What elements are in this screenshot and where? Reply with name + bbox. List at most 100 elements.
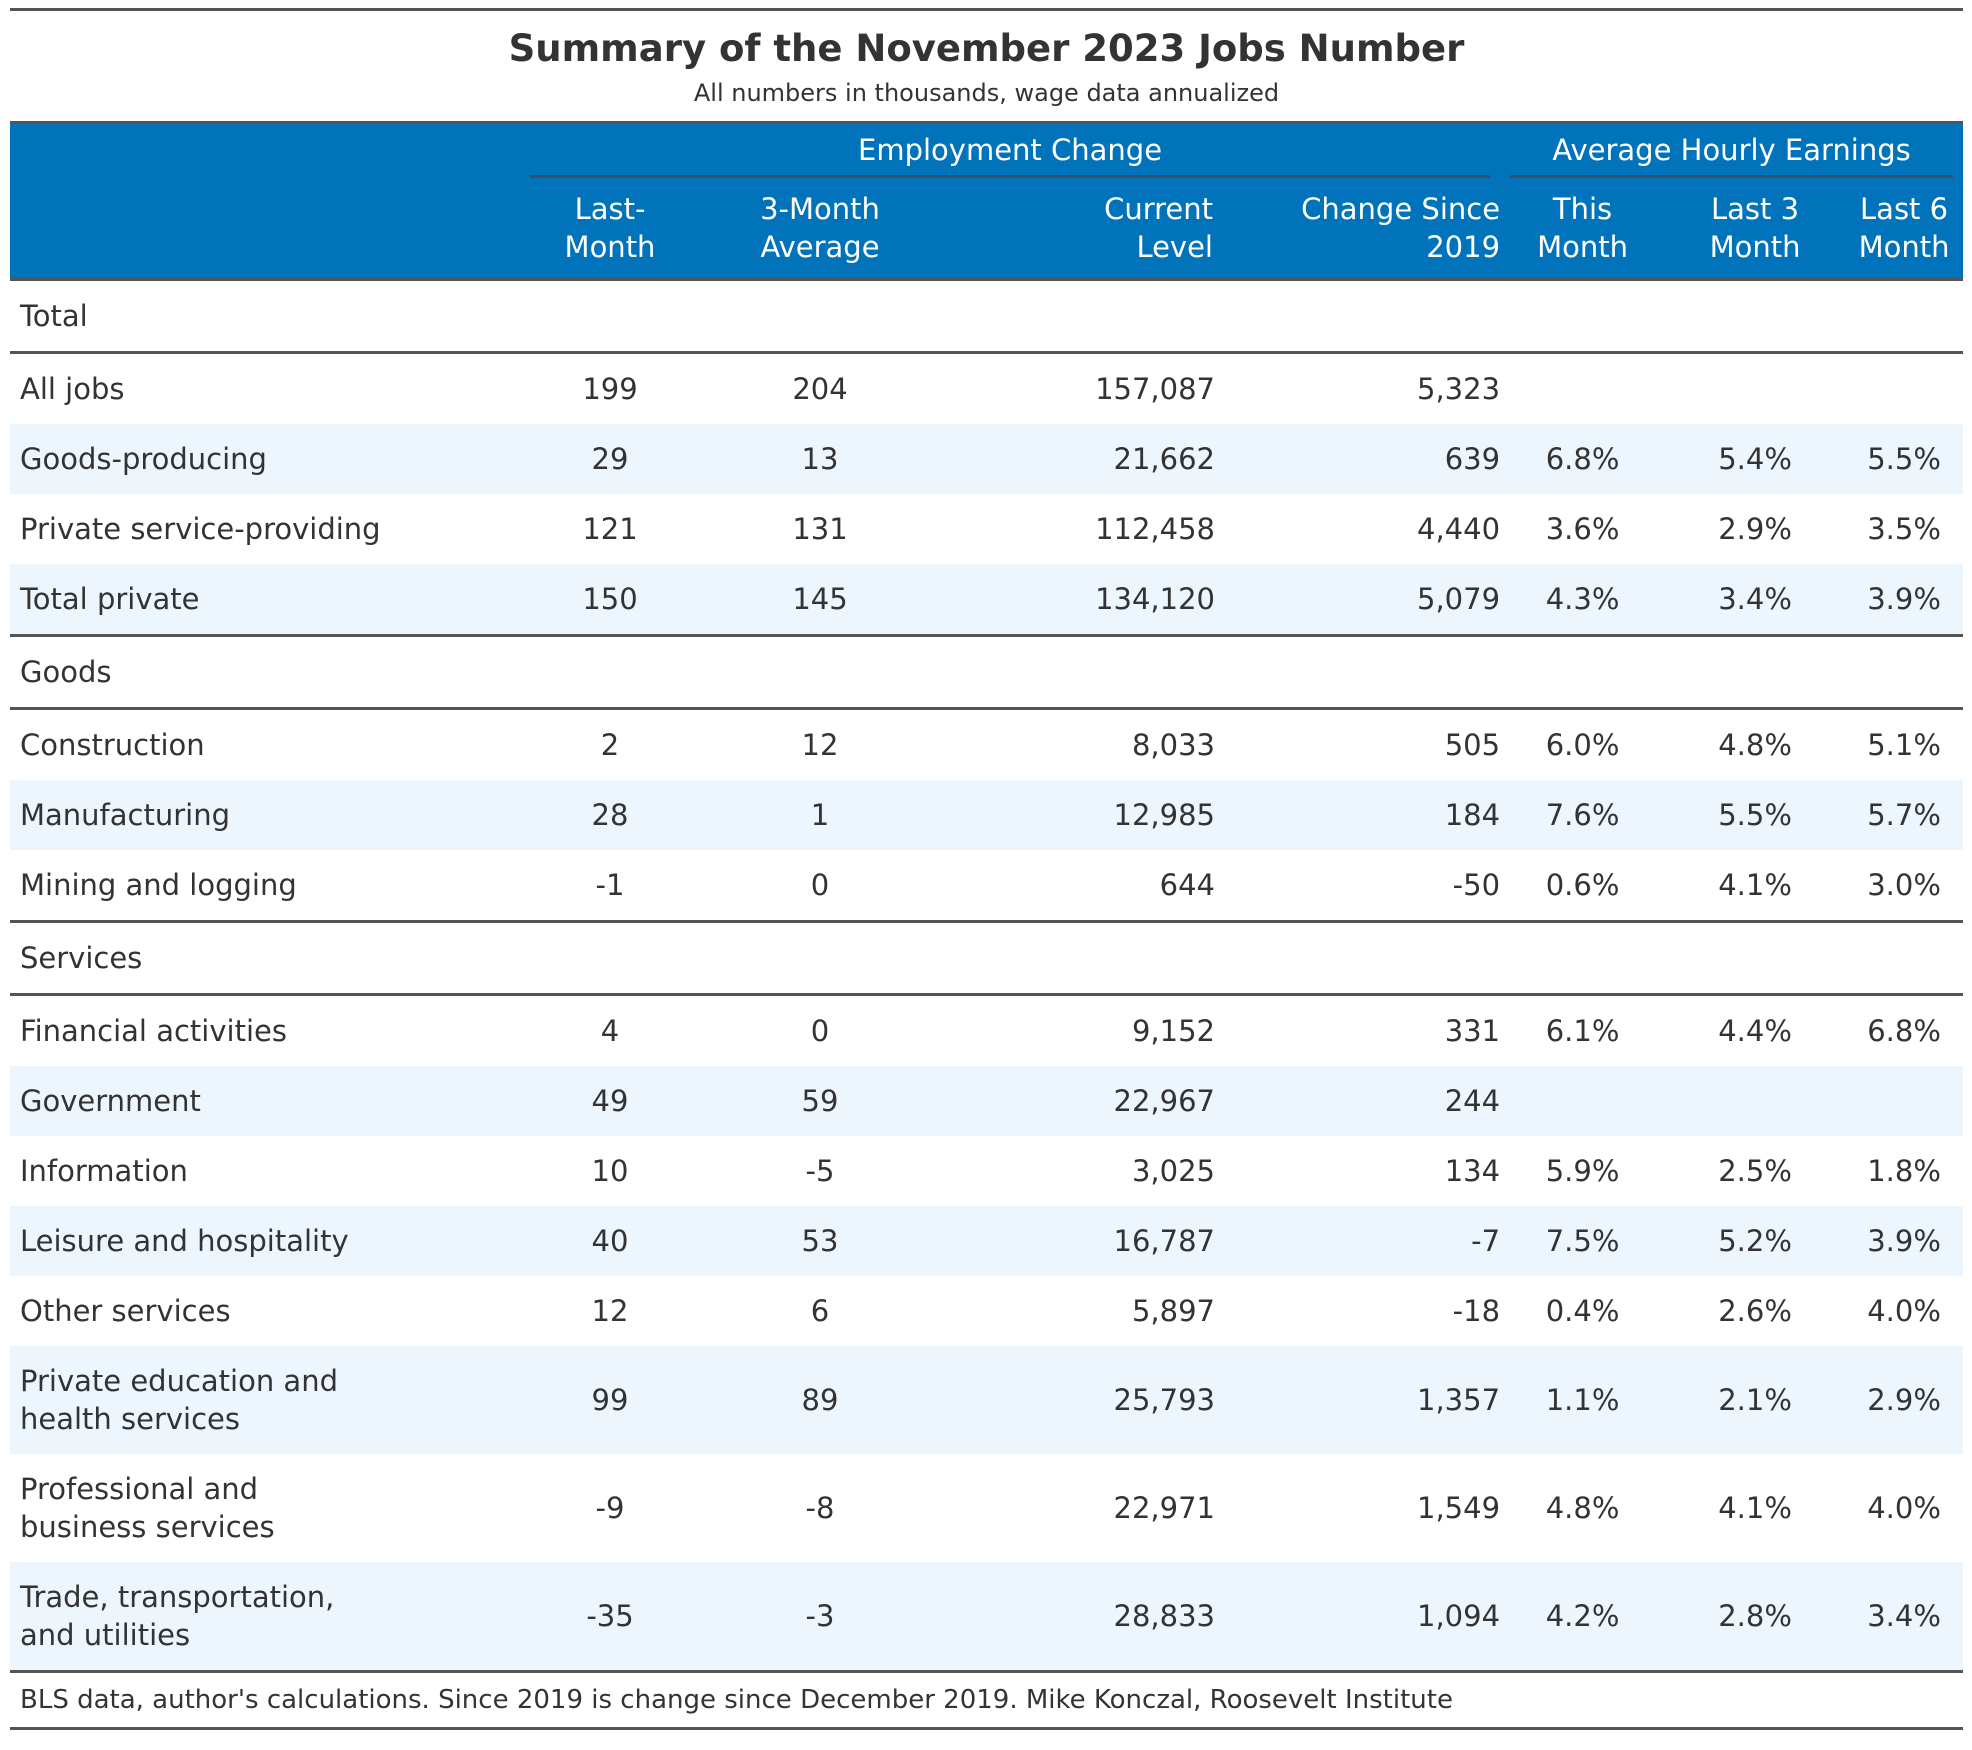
column-header-line: Last-: [574, 192, 646, 226]
cell-current-level: 5,897: [1131, 1294, 1215, 1328]
cell-change-since-2019: 184: [1225, 780, 1501, 850]
cell-last-month: 12: [591, 1294, 629, 1328]
cell-last-6-month: 5.5%: [1845, 424, 1964, 494]
column-header-line: Average: [760, 230, 880, 264]
cell-current-level: 28,833: [940, 1562, 1225, 1672]
table-body: Total All jobs 199 204 157,087 5,323 Goods-pro…: [10, 279, 1964, 1672]
table-row: Information 10 -5 3,025 134 5.9% 2.5% 1.8%: [10, 1136, 1963, 1206]
table-row: Professional and business services -9 -8 22…: [10, 1454, 1963, 1562]
table-row: All jobs 199 204 157,087 5,323: [10, 353, 1963, 425]
column-header-line: Last 6: [1860, 192, 1949, 226]
row-label: Construction: [20, 728, 205, 762]
cell-last-6-month: 2.9%: [1845, 1346, 1964, 1454]
table-row: Financial activities 4 0 9,152 331 6.1% 4.4% 6.…: [10, 995, 1963, 1067]
cell-last-3-month: 2.5%: [1718, 1154, 1792, 1188]
spanner-employment-label: Employment Change: [530, 133, 1491, 178]
cell-last-6-month: 3.5%: [1867, 512, 1941, 546]
stub-header: [10, 122, 520, 178]
cell-last-month: 4: [600, 1014, 620, 1048]
cell-last-3-month: 2.1%: [1665, 1346, 1846, 1454]
cell-last-month: 40: [520, 1206, 700, 1276]
group-label: Services: [10, 920, 1964, 996]
cell-last-6-month: 4.0%: [1867, 1294, 1941, 1328]
cell-last-3-month: 2.6%: [1718, 1294, 1792, 1328]
cell-last-month: -9: [595, 1491, 625, 1525]
cell-last-6-month: [1845, 1066, 1964, 1136]
cell-last-month: 99: [520, 1346, 700, 1454]
cell-three-month-average: 12: [801, 728, 839, 762]
cell-last-month: -1: [595, 868, 625, 902]
cell-three-month-average: 0: [810, 1014, 830, 1048]
cell-this-month: 7.5%: [1500, 1206, 1666, 1276]
source-note: BLS data, author's calculations. Since 2…: [10, 1670, 1964, 1730]
column-header-line: Level: [1136, 230, 1213, 264]
cell-current-level: 3,025: [1131, 1154, 1215, 1188]
row-label: Mining and logging: [20, 868, 297, 902]
cell-last-3-month: [1665, 353, 1845, 425]
group-label: Total: [10, 279, 1964, 354]
spanner-row: Employment Change Average Hourly Earning…: [10, 122, 1964, 178]
cell-this-month: 3.6%: [1545, 512, 1620, 546]
row-label: Trade, transportation, and utilities: [10, 1562, 520, 1672]
cell-last-3-month: 2.9%: [1718, 512, 1792, 546]
row-label: Leisure and hospitality: [10, 1206, 520, 1276]
cell-this-month: 6.8%: [1500, 424, 1666, 494]
table-row: Other services 12 6 5,897 -18 0.4% 2.6% 4.0%: [10, 1276, 1963, 1346]
cell-change-since-2019: 1,094: [1225, 1562, 1501, 1672]
cell-change-since-2019: 1,549: [1417, 1491, 1501, 1525]
spanner-average-hourly-earnings: Average Hourly Earnings: [1500, 122, 1964, 178]
row-label: Professional and business services: [20, 1472, 275, 1544]
cell-last-3-month: 5.2%: [1665, 1206, 1846, 1276]
table-subtitle: All numbers in thousands, wage data annu…: [693, 79, 1280, 107]
cell-last-6-month: 3.4%: [1845, 1562, 1964, 1672]
column-header-line: Month: [1709, 230, 1801, 264]
cell-this-month: 4.2%: [1500, 1562, 1666, 1672]
cell-three-month-average: -8: [805, 1491, 835, 1525]
cell-change-since-2019: 331: [1444, 1014, 1501, 1048]
column-header-row: Last- Month 3-Month Average Current Level Chan…: [10, 178, 1964, 280]
table-header: Employment Change Average Hourly Earning…: [10, 122, 1964, 280]
cell-three-month-average: -3: [700, 1562, 940, 1672]
cell-three-month-average: 1: [700, 780, 940, 850]
cell-last-month: 150: [520, 564, 700, 636]
cell-last-3-month: [1665, 1066, 1846, 1136]
table-row: Private education and health services 99 8…: [10, 1346, 1964, 1454]
cell-three-month-average: 131: [792, 512, 848, 546]
row-label: Private education and health services: [10, 1346, 520, 1454]
table-row: Government 49 59 22,967 244: [10, 1066, 1964, 1136]
cell-current-level: 21,662: [940, 424, 1225, 494]
column-header-line: 3-Month: [760, 192, 880, 226]
cell-change-since-2019: -18: [1452, 1294, 1501, 1328]
column-header-last-3-month: Last 3 Month: [1665, 178, 1846, 280]
cell-this-month: [1500, 1066, 1666, 1136]
cell-this-month: 6.0%: [1545, 728, 1620, 762]
cell-last-6-month: 5.1%: [1867, 728, 1941, 762]
cell-last-6-month: [1845, 353, 1963, 425]
cell-this-month: 7.6%: [1500, 780, 1666, 850]
cell-last-3-month: 4.1%: [1718, 1491, 1792, 1525]
column-header-line: Month: [564, 230, 656, 264]
table-row: Total private 150 145 134,120 5,079 4.3% 3.4% 3…: [10, 564, 1964, 636]
cell-three-month-average: -5: [805, 1154, 835, 1188]
row-label: Goods-producing: [10, 424, 520, 494]
cell-last-3-month: 4.8%: [1718, 728, 1792, 762]
cell-this-month: 5.9%: [1545, 1154, 1620, 1188]
column-header-three-month-average: 3-Month Average: [700, 178, 940, 280]
table-row: Mining and logging -1 0 644 -50 0.6% 4.1% 3.0%: [10, 850, 1963, 922]
group-row: Services: [10, 920, 1964, 996]
cell-current-level: 9,152: [1131, 1014, 1215, 1048]
cell-change-since-2019: 5,323: [1417, 372, 1501, 406]
table-row: Leisure and hospitality 40 53 16,787 -7 7.5% 5…: [10, 1206, 1964, 1276]
cell-last-6-month: 3.9%: [1845, 1206, 1964, 1276]
row-label: Manufacturing: [10, 780, 520, 850]
table-row: Private service-providing 121 131 112,458 4,…: [10, 494, 1963, 564]
cell-this-month: 1.1%: [1500, 1346, 1666, 1454]
stub-column-header: [10, 178, 520, 280]
column-header-change-since-2019: Change Since 2019: [1225, 178, 1501, 280]
table-footer: BLS data, author's calculations. Since 2…: [10, 1670, 1964, 1730]
spanner-earnings-label: Average Hourly Earnings: [1510, 133, 1954, 178]
cell-last-3-month: 5.5%: [1665, 780, 1846, 850]
cell-three-month-average: 59: [700, 1066, 940, 1136]
cell-current-level: 112,458: [1095, 512, 1215, 546]
cell-change-since-2019: 4,440: [1417, 512, 1501, 546]
